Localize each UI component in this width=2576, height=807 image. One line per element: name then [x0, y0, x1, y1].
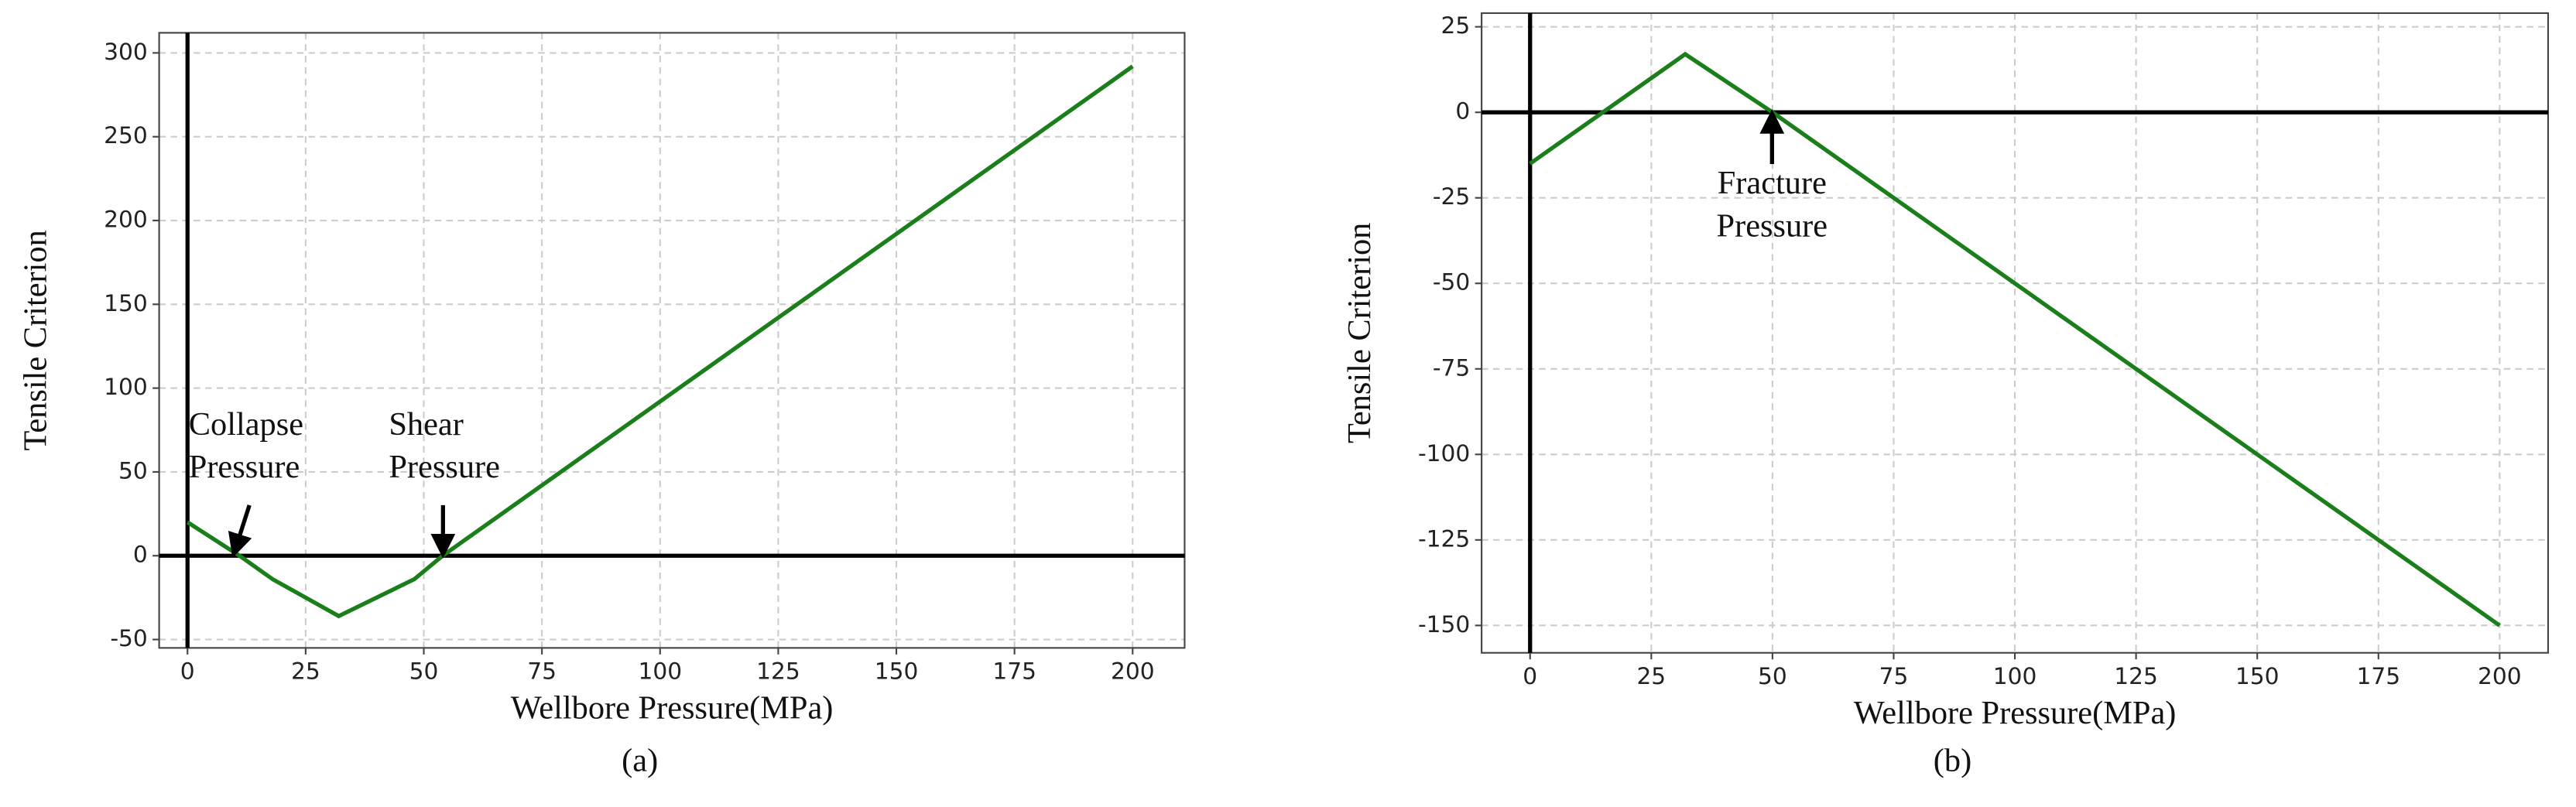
y-tick-label: -50	[110, 624, 147, 651]
y-tick-label: -50	[1433, 268, 1470, 296]
x-tick-label: 125	[2114, 662, 2158, 689]
x-tick-label: 175	[2356, 662, 2400, 689]
x-axis-label: Wellbore Pressure(MPa)	[511, 690, 834, 727]
y-tick-label: -125	[1418, 525, 1470, 552]
x-tick-label: 100	[1993, 662, 2037, 689]
y-axis-label: Tensile Criterion	[17, 230, 53, 450]
x-tick-label: 150	[875, 658, 919, 685]
x-tick-label: 200	[1111, 658, 1155, 685]
y-tick-label: 25	[1441, 12, 1471, 39]
plot-frame	[158, 32, 1186, 649]
y-tick-label: 0	[1455, 97, 1470, 125]
y-tick-label: 150	[104, 289, 148, 316]
x-axis-label: Wellbore Pressure(MPa)	[1854, 695, 2177, 731]
x-tick-label: 50	[409, 658, 439, 685]
x-tick-label: 75	[527, 658, 557, 685]
x-tick-label: 0	[180, 658, 195, 685]
y-tick-label: 100	[104, 373, 148, 400]
y-tick-label: 200	[104, 206, 148, 233]
x-tick-label: 125	[756, 658, 800, 685]
y-tick-label: 300	[104, 38, 148, 65]
y-tick-label: -150	[1418, 610, 1470, 638]
y-tick-label: 50	[118, 457, 148, 484]
panel-label: (a)	[622, 742, 658, 778]
panel-label: (b)	[1934, 742, 1971, 778]
annotation: Fracture Pressure	[1717, 165, 1828, 244]
y-axis-label: Tensile Criterion	[1341, 223, 1378, 443]
y-tick-label: -100	[1418, 439, 1470, 467]
y-tick-label: 0	[133, 541, 148, 568]
annotation: Shear Pressure	[389, 406, 500, 485]
y-tick-label: -75	[1433, 354, 1470, 381]
plot-frame	[1481, 12, 2550, 654]
x-tick-label: 200	[2478, 662, 2522, 689]
x-tick-label: 75	[1879, 662, 1909, 689]
annotation: Collapse Pressure	[189, 406, 303, 485]
y-tick-label: -25	[1433, 183, 1470, 210]
annotation-arrow	[228, 504, 252, 559]
x-tick-label: 100	[638, 658, 682, 685]
data-line	[1529, 51, 2501, 627]
x-tick-label: 150	[2235, 662, 2280, 689]
x-tick-label: 175	[992, 658, 1036, 685]
x-tick-label: 25	[291, 658, 320, 685]
x-tick-label: 25	[1636, 662, 1666, 689]
x-tick-label: 50	[1758, 662, 1787, 689]
x-tick-label: 0	[1523, 662, 1537, 689]
y-tick-label: 250	[104, 121, 148, 149]
